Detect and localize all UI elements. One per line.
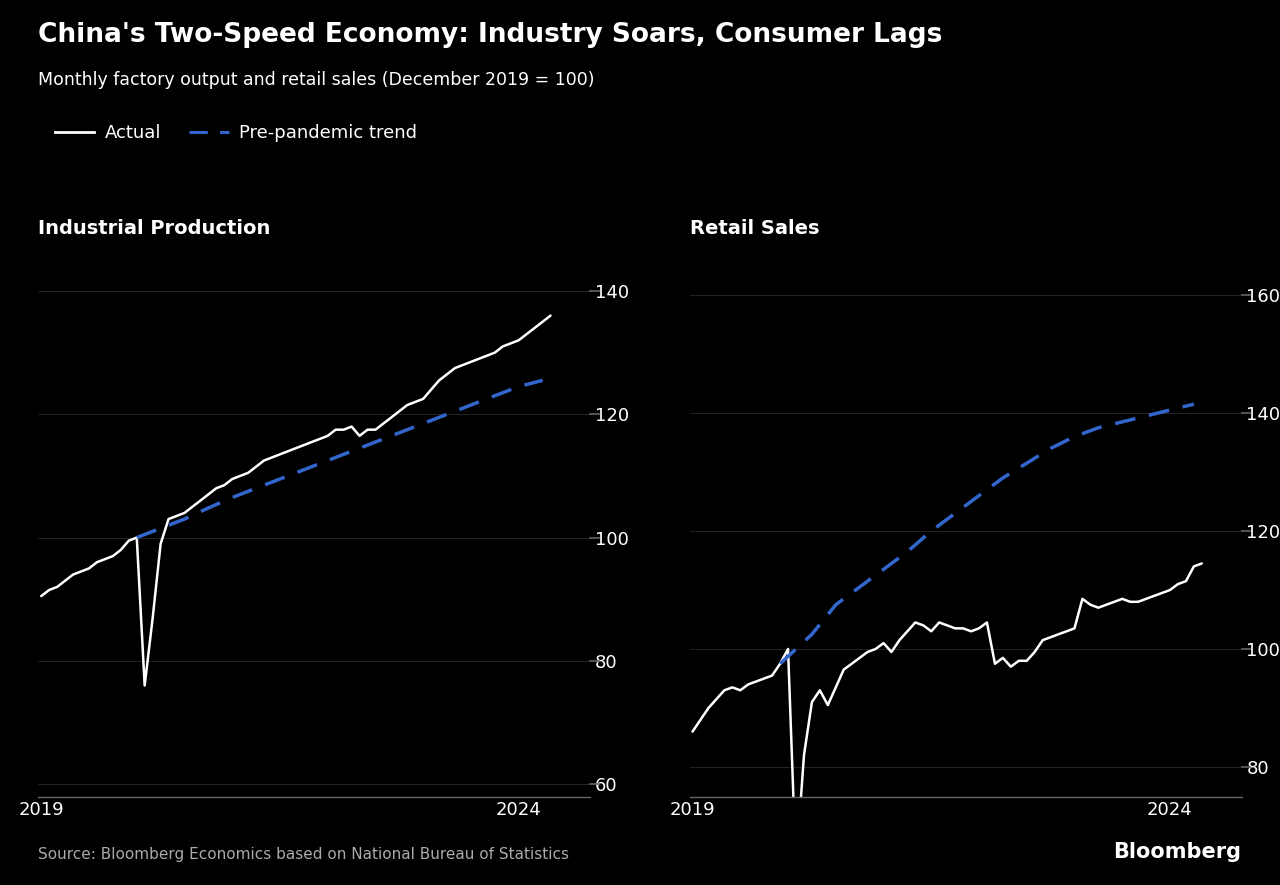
Text: Monthly factory output and retail sales (December 2019 = 100): Monthly factory output and retail sales … [38, 71, 595, 88]
Text: Retail Sales: Retail Sales [690, 219, 819, 238]
Text: Industrial Production: Industrial Production [38, 219, 271, 238]
Text: Source: Bloomberg Economics based on National Bureau of Statistics: Source: Bloomberg Economics based on Nat… [38, 847, 570, 862]
Text: China's Two-Speed Economy: Industry Soars, Consumer Lags: China's Two-Speed Economy: Industry Soar… [38, 22, 943, 48]
Legend: Actual, Pre-pandemic trend: Actual, Pre-pandemic trend [47, 117, 425, 150]
Text: Bloomberg: Bloomberg [1114, 842, 1242, 862]
